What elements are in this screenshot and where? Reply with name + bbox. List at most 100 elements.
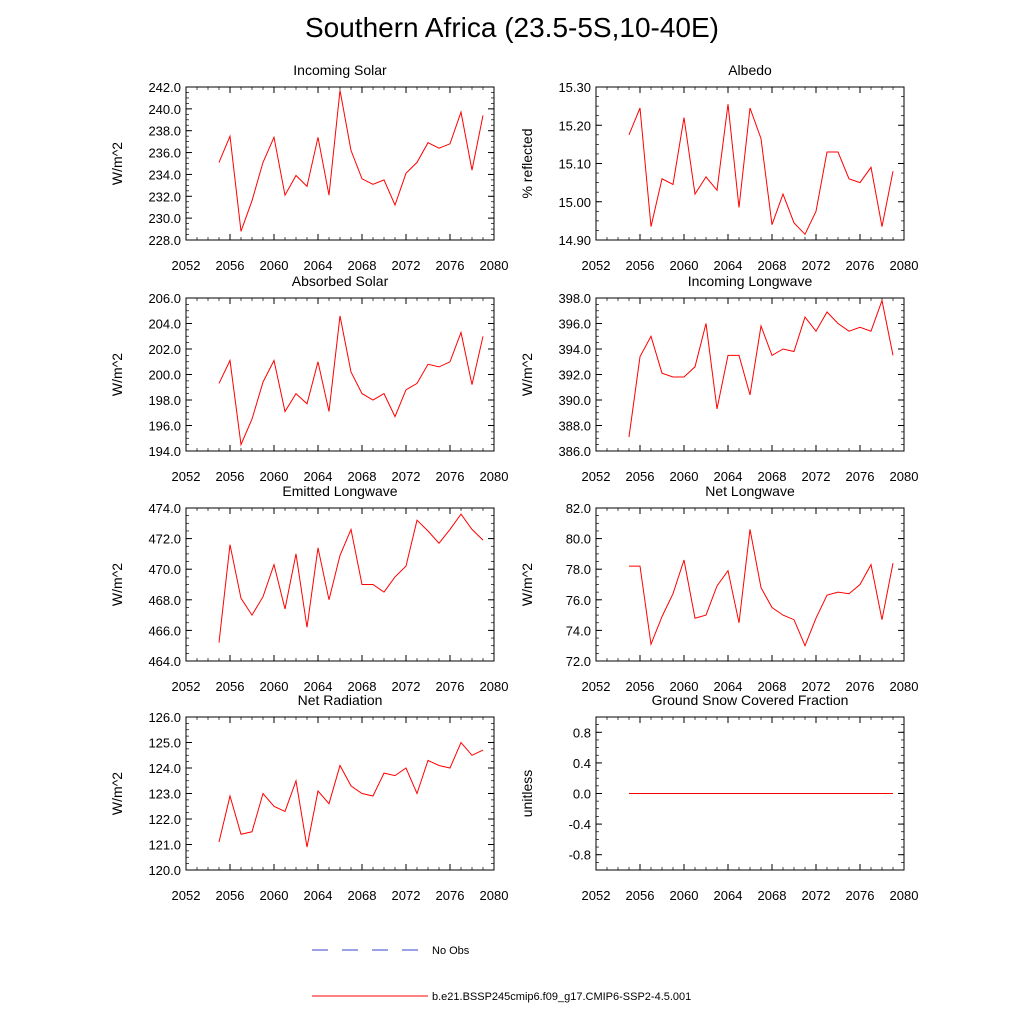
panel-5-xtick-label: 2052: [172, 679, 201, 694]
panel-6-ytick-label: 82.0: [566, 501, 591, 516]
panel-2-xtick-label: 2056: [626, 258, 655, 273]
panel-6-xtick-label: 2060: [670, 679, 699, 694]
panel-8-xtick-label: 2056: [626, 888, 655, 903]
panel-3-ytick-label: 206.0: [148, 291, 181, 306]
panel-2-ytick-label: 15.20: [558, 118, 591, 133]
panel-1-xtick-label: 2072: [392, 258, 421, 273]
panel-5-ytick-label: 472.0: [148, 532, 181, 547]
panel-8-xtick-label: 2052: [582, 888, 611, 903]
panel-2-series-line: [628, 104, 894, 236]
panel-6-xtick-label: 2068: [758, 679, 787, 694]
panel-1-xtick-label: 2068: [348, 258, 377, 273]
panel-7-ytick-label: 126.0: [148, 710, 181, 725]
panel-6-xtick-label: 2072: [802, 679, 831, 694]
panel-2-xtick-label: 2080: [890, 258, 919, 273]
panel-2-xtick-label: 2076: [846, 258, 875, 273]
panel-4-ytick-label: 396.0: [558, 317, 591, 332]
panel-5-xtick-label: 2072: [392, 679, 421, 694]
legend: No Obs b.e21.BSSP245cmip6.f09_g17.CMIP6-…: [312, 945, 691, 1003]
panel-1-xtick-label: 2056: [216, 258, 245, 273]
panel-3-ytick-label: 198.0: [148, 393, 181, 408]
legend-label-no-obs: No Obs: [432, 945, 470, 957]
panel-3-xtick-label: 2060: [260, 469, 289, 484]
panel-1-ytick-label: 230.0: [148, 211, 181, 226]
panel-4-xtick-label: 2056: [626, 469, 655, 484]
panel-7-xtick-label: 2076: [436, 888, 465, 903]
panel-2-xtick-label: 2072: [802, 258, 831, 273]
panel-3-ytick-label: 194.0: [148, 444, 181, 459]
panel-1-xtick-label: 2076: [436, 258, 465, 273]
panel-2-ytick-label: 15.00: [558, 195, 591, 210]
panel-2-ytick-label: 15.30: [558, 80, 591, 95]
panel-2-ytick-label: 14.90: [558, 233, 591, 248]
panel-5-xtick-label: 2068: [348, 679, 377, 694]
panel-2-ytick-label: 15.10: [558, 157, 591, 172]
panel-7-ytick-label: 123.0: [148, 787, 181, 802]
panel-5-series-line: [218, 513, 484, 643]
panel-7-title: Net Radiation: [298, 692, 383, 708]
panel-3-xtick-label: 2080: [480, 469, 509, 484]
panel-6-xtick-label: 2064: [714, 679, 743, 694]
panel-7-ylabel: W/m^2: [109, 772, 125, 815]
panel-2-ylabel: % reflected: [519, 128, 535, 198]
panel-5-frame: [185, 507, 495, 662]
chart-panel-grid: Incoming Solar 2052 2056 2060 2064 2068 2072 20…: [109, 62, 919, 903]
panel-4-xtick-label: 2064: [714, 469, 743, 484]
panel-5-xtick-label: 2060: [260, 679, 289, 694]
panel-5-xtick-label: 2064: [304, 679, 333, 694]
panel-3-xtick-label: 2064: [304, 469, 333, 484]
panel-7-xtick-label: 2056: [216, 888, 245, 903]
panel-4-ytick-label: 386.0: [558, 444, 591, 459]
panel-1-ytick-label: 240.0: [148, 102, 181, 117]
panel-1-ytick-label: 232.0: [148, 189, 181, 204]
panel-4-xtick-label: 2060: [670, 469, 699, 484]
panel-4-xtick-label: 2068: [758, 469, 787, 484]
panel-3-ytick-label: 204.0: [148, 317, 181, 332]
panel-8-ytick-label: 0.8: [573, 725, 591, 740]
panel-5-ytick-label: 470.0: [148, 562, 181, 577]
panel-5-ytick-label: 468.0: [148, 593, 181, 608]
panel-7-xtick-label: 2072: [392, 888, 421, 903]
panel-6-ytick-label: 80.0: [566, 532, 591, 547]
panel-1-ylabel: W/m^2: [109, 142, 125, 185]
panel-5-xtick-label: 2056: [216, 679, 245, 694]
panel-7-ytick-label: 120.0: [148, 863, 181, 878]
panel-8-xtick-label: 2068: [758, 888, 787, 903]
panel-3-ylabel: W/m^2: [109, 353, 125, 396]
panel-1-ytick-label: 238.0: [148, 124, 181, 139]
panel-3-ytick-label: 202.0: [148, 342, 181, 357]
panel-3-series-line: [218, 315, 484, 447]
panel-6-xtick-label: 2056: [626, 679, 655, 694]
panel-6-xtick-label: 2076: [846, 679, 875, 694]
panel-3-ytick-label: 200.0: [148, 368, 181, 383]
panel-3-xtick-label: 2056: [216, 469, 245, 484]
panel-4-ytick-label: 398.0: [558, 291, 591, 306]
legend-label-model: b.e21.BSSP245cmip6.f09_g17.CMIP6-SSP2-4.…: [432, 991, 691, 1003]
panel-2-xtick-label: 2060: [670, 258, 699, 273]
panel-1-xtick-label: 2060: [260, 258, 289, 273]
panel-5-ytick-label: 464.0: [148, 654, 181, 669]
panel-1-ytick-label: 228.0: [148, 233, 181, 248]
panel-6-xtick-label: 2052: [582, 679, 611, 694]
panel-4-title: Incoming Longwave: [688, 273, 813, 289]
panel-4-xtick-label: 2076: [846, 469, 875, 484]
panel-3-xtick-label: 2052: [172, 469, 201, 484]
panel-4-ytick-label: 392.0: [558, 368, 591, 383]
panel-8-ytick-label: 0.0: [573, 787, 591, 802]
panel-8-ytick-label: -0.4: [569, 817, 591, 832]
panel-6-title: Net Longwave: [705, 483, 795, 499]
panel-7-xtick-label: 2068: [348, 888, 377, 903]
panel-1-xtick-label: 2080: [480, 258, 509, 273]
panel-5-ylabel: W/m^2: [109, 563, 125, 606]
panel-3-title: Absorbed Solar: [292, 273, 389, 289]
panel-4-xtick-label: 2072: [802, 469, 831, 484]
panel-6-ytick-label: 78.0: [566, 562, 591, 577]
panel-8-ytick-label: -0.8: [569, 848, 591, 863]
panel-8-xtick-label: 2064: [714, 888, 743, 903]
panel-1-ytick-label: 234.0: [148, 167, 181, 182]
panel-6-xtick-label: 2080: [890, 679, 919, 694]
panel-8-xtick-label: 2076: [846, 888, 875, 903]
panel-8-ylabel: unitless: [519, 770, 535, 817]
panel-4-frame: [595, 297, 905, 452]
panel-8-title: Ground Snow Covered Fraction: [652, 692, 849, 708]
